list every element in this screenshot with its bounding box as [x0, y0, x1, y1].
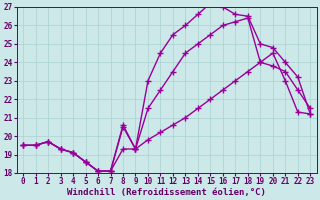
X-axis label: Windchill (Refroidissement éolien,°C): Windchill (Refroidissement éolien,°C) — [67, 188, 266, 197]
